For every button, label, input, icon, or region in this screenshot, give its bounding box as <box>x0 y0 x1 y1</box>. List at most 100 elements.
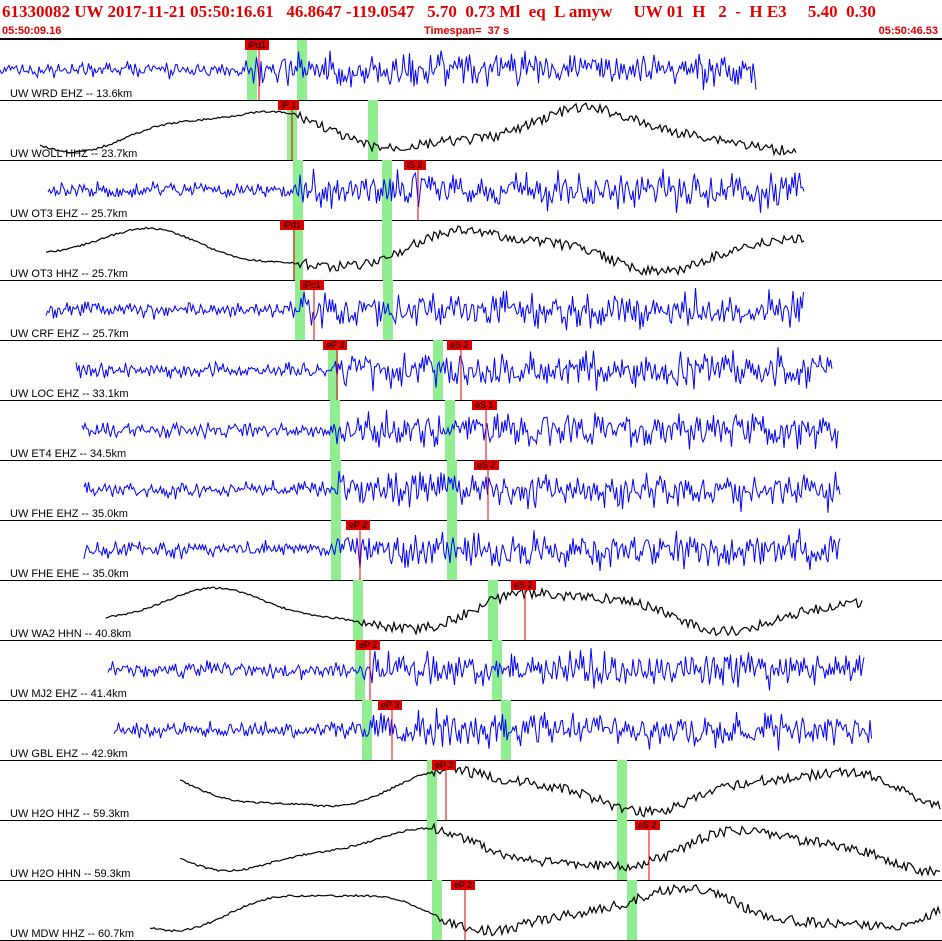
seismogram-trace <box>83 528 841 572</box>
phase-pick-label[interactable]: iP 1 <box>278 100 300 110</box>
waveform <box>45 220 805 280</box>
seismogram-trace <box>81 409 839 450</box>
waveform <box>179 820 941 880</box>
predicted-arrival-marker <box>427 760 437 820</box>
predicted-arrival-marker <box>331 460 341 520</box>
station-label: UW H2O HHZ -- 59.3km <box>10 808 130 820</box>
waveform <box>47 160 805 220</box>
phase-pick-label[interactable]: iPd1 <box>280 220 305 230</box>
phase-pick-label[interactable]: eP 2 <box>356 640 381 650</box>
predicted-arrival-marker <box>355 640 365 700</box>
trace-panel: eP 2 UW H2O HHZ -- 59.3km <box>0 760 942 821</box>
station-label: UW WRD EHZ -- 13.6km <box>10 88 133 100</box>
station-label: UW LOC EHZ -- 33.1km <box>10 388 129 400</box>
predicted-arrival-marker <box>330 400 340 460</box>
phase-pick-label[interactable]: eP 2 <box>346 520 371 530</box>
station-label: UW CRF EHZ -- 25.7km <box>10 328 129 340</box>
waveform <box>75 340 833 400</box>
trace-panel: iPd1 UW OT3 HHZ -- 25.7km <box>0 220 942 281</box>
seismogram-trace <box>39 102 797 157</box>
predicted-arrival-marker <box>383 280 393 340</box>
phase-pick-label[interactable]: eP 3 <box>378 700 403 710</box>
seismogram-trace <box>179 765 941 818</box>
phase-pick-label[interactable]: eS 1 <box>472 400 497 410</box>
header-divider <box>0 38 942 40</box>
predicted-arrival-marker <box>432 880 442 940</box>
seismogram-trace <box>83 471 841 513</box>
waveform <box>105 580 863 640</box>
seismogram-trace <box>0 50 757 91</box>
trace-panel: iPc1 UW CRF EHZ -- 25.7km <box>0 280 942 341</box>
predicted-arrival-marker <box>627 880 637 940</box>
trace-panel: eP 3 eS 2 UW LOC EHZ -- 33.1km <box>0 340 942 401</box>
station-label: UW WOLL HHZ -- 23.7km <box>10 148 138 160</box>
predicted-arrival-marker <box>427 820 437 880</box>
trace-panel: iS 2 UW OT3 EHZ -- 25.7km <box>0 160 942 221</box>
predicted-arrival-marker <box>447 520 457 580</box>
trace-panel: eS 2 UW H2O HHN -- 59.3km <box>0 820 942 881</box>
trace-panel: eP 3 UW GBL EHZ -- 42.9km <box>0 700 942 761</box>
station-label: UW H2O HHN -- 59.3km <box>10 868 131 880</box>
seismogram-trace <box>45 287 804 331</box>
station-label: UW FHE EHE -- 35.0km <box>10 568 129 580</box>
trace-panel: eS 1 UW ET4 EHZ -- 34.5km <box>0 400 942 461</box>
predicted-arrival-marker <box>617 820 627 880</box>
phase-pick-label[interactable]: eS 2 <box>511 580 536 590</box>
predicted-arrival-marker <box>382 220 392 280</box>
seismogram-trace <box>47 168 805 213</box>
phase-pick-label[interactable]: iS 2 <box>404 160 426 170</box>
seismogram-trace <box>105 586 863 637</box>
phase-pick-label[interactable]: eS 2 <box>635 820 660 830</box>
seismogram-trace <box>149 883 941 937</box>
trace-panel: iPd1 UW WRD EHZ -- 13.6km <box>0 40 942 101</box>
station-label: UW GBL EHZ -- 42.9km <box>10 748 128 760</box>
phase-pick-label[interactable]: iPc1 <box>300 280 324 290</box>
waveform <box>113 700 872 760</box>
phase-pick-label[interactable]: eP 2 <box>432 760 457 770</box>
seismogram-trace <box>45 225 805 277</box>
station-label: UW WA2 HHN -- 40.8km <box>10 628 132 640</box>
timespan: Timespan= 37 s <box>424 25 510 37</box>
station-label: UW OT3 HHZ -- 25.7km <box>10 268 128 280</box>
predicted-arrival-marker <box>328 340 338 400</box>
seismogram-trace <box>113 707 872 751</box>
end-time: 05:50:46.53 <box>878 25 938 37</box>
seismogram-trace <box>179 822 941 877</box>
station-label: UW OT3 EHZ -- 25.7km <box>10 208 128 220</box>
phase-pick-label[interactable]: eS 2 <box>447 340 472 350</box>
phase-pick-label[interactable]: eS 2 <box>474 460 499 470</box>
phase-pick-label[interactable]: eP 2 <box>451 880 476 890</box>
predicted-arrival-marker <box>362 700 372 760</box>
phase-pick-label[interactable]: eP 3 <box>323 340 348 350</box>
station-label: UW ET4 EHZ -- 34.5km <box>10 448 127 460</box>
station-label: UW FHE EHZ -- 35.0km <box>10 508 128 520</box>
predicted-arrival-marker <box>447 460 457 520</box>
predicted-arrival-marker <box>617 760 627 820</box>
trace-panel: eP 2 UW MJ2 EHZ -- 41.4km <box>0 640 942 701</box>
waveform <box>179 760 941 820</box>
waveform <box>83 520 841 580</box>
predicted-arrival-marker <box>488 580 498 640</box>
station-label: UW MJ2 EHZ -- 41.4km <box>10 688 127 700</box>
event-title: 61330082 UW 2017-11-21 05:50:16.61 46.86… <box>2 2 876 21</box>
predicted-arrival-marker <box>382 160 392 220</box>
waveform <box>107 640 865 700</box>
phase-pick-label[interactable]: iPd1 <box>245 40 270 50</box>
predicted-arrival-marker <box>445 400 455 460</box>
waveform <box>45 280 804 340</box>
header: 61330082 UW 2017-11-21 05:50:16.61 46.86… <box>0 0 942 40</box>
seismogram-trace <box>107 648 865 691</box>
trace-panel: eS 2 UW WA2 HHN -- 40.8km <box>0 580 942 641</box>
waveform <box>149 880 941 940</box>
predicted-arrival-marker <box>293 160 303 220</box>
trace-panel: eS 2 UW FHE EHZ -- 35.0km <box>0 460 942 521</box>
waveform <box>39 100 797 160</box>
start-time: 05:50:09.16 <box>2 25 62 37</box>
trace-panel: iP 1 UW WOLL HHZ -- 23.7km <box>0 100 942 161</box>
trace-panel: eP 2 UW FHE EHE -- 35.0km <box>0 520 942 581</box>
trace-panel: eP 2 UW MDW HHZ -- 60.7km <box>0 880 942 941</box>
predicted-arrival-marker <box>353 580 363 640</box>
predicted-arrival-marker <box>368 100 378 160</box>
predicted-arrival-marker <box>293 220 303 280</box>
station-label: UW MDW HHZ -- 60.7km <box>10 928 135 940</box>
